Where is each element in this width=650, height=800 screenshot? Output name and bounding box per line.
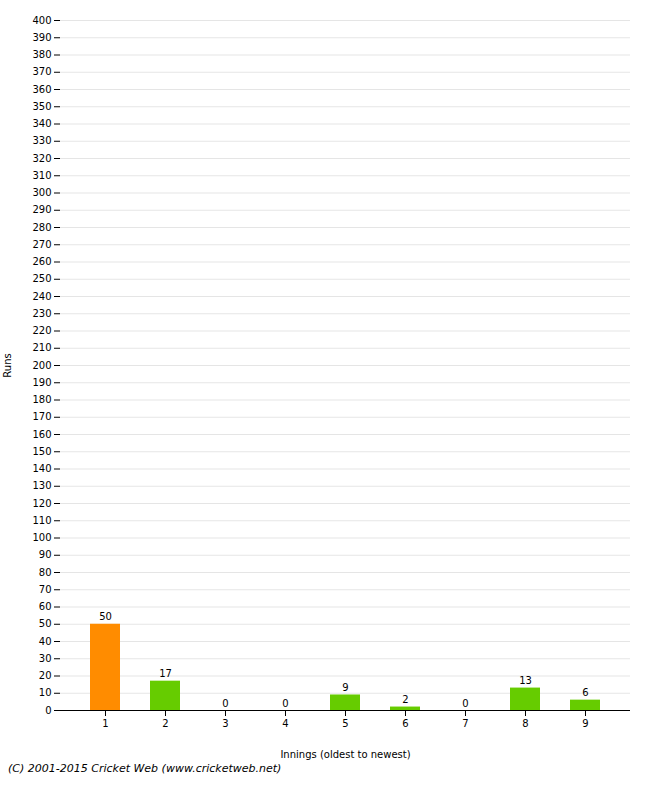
svg-text:Runs: Runs [2,353,13,377]
svg-text:290: 290 [32,204,51,215]
svg-text:60: 60 [39,601,52,612]
svg-text:240: 240 [32,291,51,302]
svg-text:Innings (oldest to newest): Innings (oldest to newest) [280,749,410,760]
svg-text:90: 90 [39,549,52,560]
svg-text:340: 340 [32,118,51,129]
svg-text:160: 160 [32,429,51,440]
svg-text:1: 1 [102,718,108,729]
svg-text:400: 400 [32,15,51,26]
svg-text:0: 0 [282,698,288,709]
svg-text:6: 6 [582,687,588,698]
svg-text:370: 370 [32,66,51,77]
svg-text:0: 0 [462,698,468,709]
svg-text:4: 4 [282,718,288,729]
svg-text:220: 220 [32,325,51,336]
svg-text:6: 6 [402,718,408,729]
svg-text:170: 170 [32,411,51,422]
svg-text:310: 310 [32,170,51,181]
svg-text:10: 10 [39,687,52,698]
svg-text:120: 120 [32,498,51,509]
svg-text:150: 150 [32,446,51,457]
svg-text:130: 130 [32,480,51,491]
svg-text:40: 40 [39,636,52,647]
svg-text:110: 110 [32,515,51,526]
svg-text:100: 100 [32,532,51,543]
svg-text:350: 350 [32,101,51,112]
svg-text:270: 270 [32,239,51,250]
svg-text:360: 360 [32,84,51,95]
svg-text:280: 280 [32,222,51,233]
svg-text:200: 200 [32,360,51,371]
svg-text:7: 7 [462,718,468,729]
svg-text:140: 140 [32,463,51,474]
svg-text:2: 2 [402,694,408,705]
svg-text:190: 190 [32,377,51,388]
svg-text:70: 70 [39,584,52,595]
svg-text:50: 50 [99,611,112,622]
svg-text:80: 80 [39,567,52,578]
html-text:(C) 2001-2015 Cricket Web (www: (C) 2001-2015 Cricket Web (www.cricketwe… [8,762,282,775]
svg-text:250: 250 [32,273,51,284]
svg-text:2: 2 [162,718,168,729]
svg-text:330: 330 [32,135,51,146]
svg-text:390: 390 [32,32,51,43]
svg-text:380: 380 [32,49,51,60]
svg-text:180: 180 [32,394,51,405]
svg-text:13: 13 [519,675,532,686]
svg-text:30: 30 [39,653,52,664]
svg-text:20: 20 [39,670,52,681]
svg-text:300: 300 [32,187,51,198]
svg-text:210: 210 [32,342,51,353]
svg-text:0: 0 [45,705,51,716]
svg-text:8: 8 [522,718,528,729]
svg-text:9: 9 [582,718,588,729]
svg-text:260: 260 [32,256,51,267]
svg-text:5: 5 [342,718,348,729]
svg-text:17: 17 [159,668,172,679]
svg-text:230: 230 [32,308,51,319]
svg-text:50: 50 [39,618,52,629]
svg-text:3: 3 [222,718,228,729]
svg-text:0: 0 [222,698,228,709]
svg-text:9: 9 [342,682,348,693]
svg-text:320: 320 [32,153,51,164]
